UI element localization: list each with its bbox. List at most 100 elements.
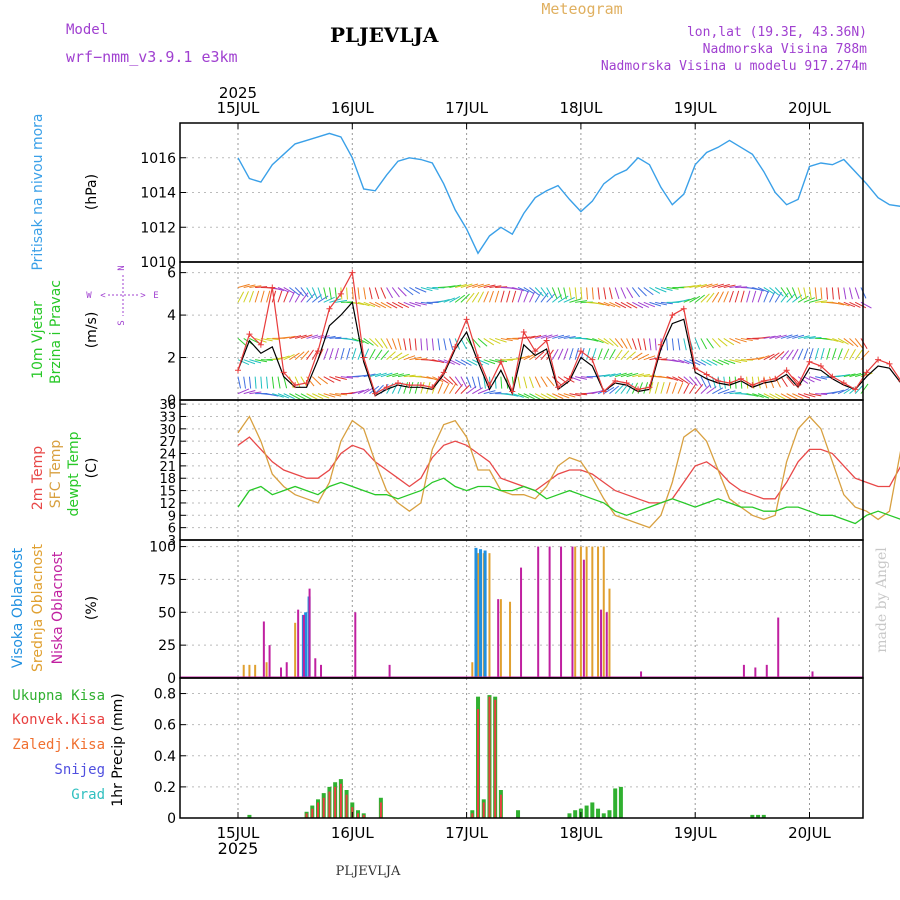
ytick-label: 9 — [168, 509, 176, 524]
wind-arrow — [769, 334, 782, 339]
panel-frame-wind — [179, 261, 864, 401]
wind-speed-point — [783, 367, 790, 374]
wind-speed-point — [600, 388, 607, 395]
precip-convective-bar — [482, 802, 485, 818]
xtick-label-bottom: 16JUL — [331, 824, 374, 842]
wind-arrow — [254, 337, 267, 343]
wind-arrow — [649, 301, 662, 307]
wind-arrow — [568, 348, 574, 360]
wind-speed-point — [269, 284, 276, 291]
wind-arrow — [329, 336, 342, 339]
wind-arrow — [483, 376, 486, 389]
wind-speed-point — [463, 316, 470, 323]
wind-arrow — [780, 376, 788, 388]
model-altitude-line: Nadmorska Visina u modelu 917.274m — [601, 59, 867, 74]
wind-arrow — [540, 287, 549, 298]
wind-ylabel-main: 10m Vjetar — [30, 301, 46, 379]
wind-arrow — [386, 287, 393, 299]
wind-arrow — [266, 376, 269, 389]
wind-gust-markers — [235, 269, 900, 397]
wind-arrow — [272, 286, 285, 292]
wind-arrow — [460, 293, 470, 303]
wind-arrow — [843, 373, 856, 378]
wind-arrow — [717, 283, 730, 288]
wind-arrow — [323, 296, 335, 303]
wind-arrow — [746, 393, 759, 397]
wind-arrow — [472, 283, 484, 288]
wind-arrow — [266, 290, 271, 303]
wind-arrow — [460, 283, 473, 288]
wind-arrow — [283, 393, 295, 400]
wind-arrow — [300, 393, 312, 400]
precip-convective-bar — [322, 797, 325, 818]
wind-arrow — [717, 359, 730, 365]
wind-speed-point — [235, 367, 241, 374]
wind-arrow — [563, 297, 575, 303]
wind-arrow — [603, 348, 610, 360]
ytick-label: 100 — [149, 540, 176, 556]
wind-speed-point — [635, 386, 642, 393]
compass-n: N — [117, 265, 127, 270]
compass-s: S — [117, 320, 127, 325]
wind-arrow — [797, 287, 803, 300]
wind-arrow — [311, 376, 322, 386]
wind-arrow — [380, 350, 390, 360]
wind-arrow — [740, 290, 745, 303]
xtick-label-top: 18JUL — [559, 99, 602, 117]
wind-speed-point — [589, 356, 596, 363]
wind-arrow — [717, 338, 728, 347]
wind-arrow — [477, 283, 490, 288]
wind-speed-point — [566, 375, 573, 382]
precip-convective-bar — [471, 813, 474, 818]
cloud-low-bar — [314, 658, 317, 678]
cloud-ylabel-high: Visoka Oblacnost — [10, 547, 26, 668]
cloud-ylabel-mid: Srednja Oblacnost — [30, 544, 46, 672]
wind-arrow — [283, 376, 288, 389]
wind-arrow — [729, 359, 742, 364]
wind-arrow — [288, 376, 294, 389]
wind-arrow — [391, 382, 399, 394]
wind-arrow — [563, 287, 567, 300]
wind-arrow — [677, 298, 690, 303]
wind-arrow — [860, 338, 868, 349]
wind-arrow — [689, 376, 698, 387]
wind-arrow — [614, 338, 624, 349]
wind-arrow — [271, 376, 275, 389]
wind-arrow — [386, 301, 398, 309]
wind-arrow — [711, 338, 721, 348]
wind-arrow — [517, 393, 530, 399]
precip-total-bar — [596, 808, 601, 818]
wind-arrow — [477, 338, 488, 347]
ytick-label: 1016 — [140, 151, 176, 167]
wind-speed-point — [555, 384, 562, 391]
wind-speed-point — [657, 341, 664, 348]
wind-arrow — [683, 285, 696, 288]
wind-arrow — [620, 287, 627, 299]
location-line: lon,lat (19.3E, 43.36N) — [687, 25, 867, 40]
wind-arrow — [260, 376, 263, 389]
wind-speed-point — [886, 360, 893, 367]
wind-arrow — [426, 286, 439, 290]
precip-legend: Ukupna Kisa Konvek.Kisa Zaledj.Kisa Snij… — [12, 688, 126, 807]
wind-arrow — [266, 337, 279, 340]
wind-arrow — [637, 301, 650, 308]
model-label: Model — [66, 22, 108, 38]
wind-arrow — [528, 376, 534, 389]
wind-speed-point — [429, 384, 436, 391]
wind-ylabels: 10m Vjetar Brzina i Pravac (m/s) N W E S… — [30, 265, 159, 384]
wind-speed-point — [646, 384, 653, 391]
wind-arrow — [843, 348, 850, 360]
wind-arrow — [346, 337, 359, 342]
wind-arrow — [546, 334, 559, 339]
legend-snow: Snijeg — [54, 762, 105, 778]
year-label-bottom: 2025 — [218, 839, 259, 858]
wind-arrow — [243, 376, 246, 389]
wind-arrow — [334, 287, 337, 300]
ytick-label: 30 — [159, 423, 176, 438]
wind-arrow — [660, 286, 673, 292]
wind-arrow — [426, 338, 428, 351]
wind-speed-line — [237, 270, 900, 395]
wind-arrow — [369, 348, 376, 360]
ytick-label: 1012 — [140, 220, 176, 236]
